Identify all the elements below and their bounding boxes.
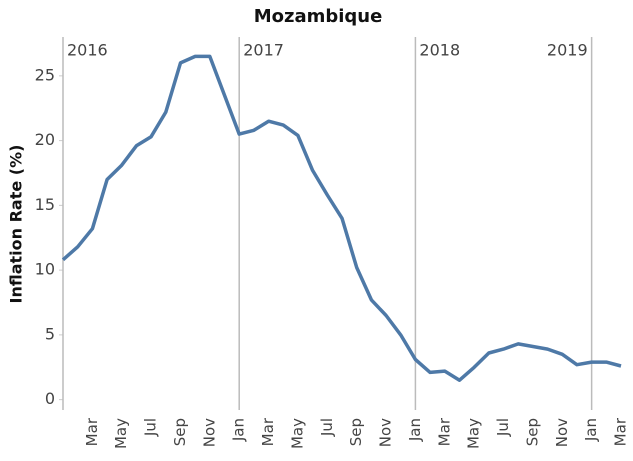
x-tick-label: Jan <box>582 418 600 442</box>
y-tick-label: 5 <box>45 324 55 343</box>
x-tick-label: Nov <box>200 418 218 447</box>
x-tick-label: Jul <box>494 418 512 437</box>
x-tick-label: May <box>465 418 483 449</box>
y-tick-label: 20 <box>35 130 55 149</box>
x-tick-label: Mar <box>83 417 101 446</box>
chart-title: Mozambique <box>254 6 383 27</box>
x-tick-label: Sep <box>171 418 189 446</box>
y-tick-label: 0 <box>45 389 55 408</box>
year-label: 2016 <box>67 41 108 60</box>
x-tick-label: Sep <box>347 418 365 446</box>
x-tick-label: Sep <box>523 418 541 446</box>
x-tick-label: Jul <box>142 418 160 437</box>
x-tick-label: Mar <box>435 417 453 446</box>
y-tick-label: 15 <box>35 195 55 214</box>
y-tick-label: 10 <box>35 260 55 279</box>
data-line <box>61 54 622 382</box>
x-tick-label: Jan <box>406 418 424 442</box>
x-tick-label: Mar <box>612 417 630 446</box>
year-label: 2018 <box>419 41 460 60</box>
x-tick-label: Mar <box>259 417 277 446</box>
year-label: 2017 <box>243 41 284 60</box>
x-tick-label: May <box>112 418 130 449</box>
x-tick-label: Jan <box>230 418 248 442</box>
x-tick-label: Jul <box>318 418 336 437</box>
x-tick-label: May <box>288 418 306 449</box>
x-tick-label: Nov <box>553 418 571 447</box>
y-axis-label: Inflation Rate (%) <box>7 145 26 304</box>
year-label: 2019 <box>547 41 588 60</box>
x-tick-label: Nov <box>377 418 395 447</box>
y-tick-label: 25 <box>35 65 55 84</box>
